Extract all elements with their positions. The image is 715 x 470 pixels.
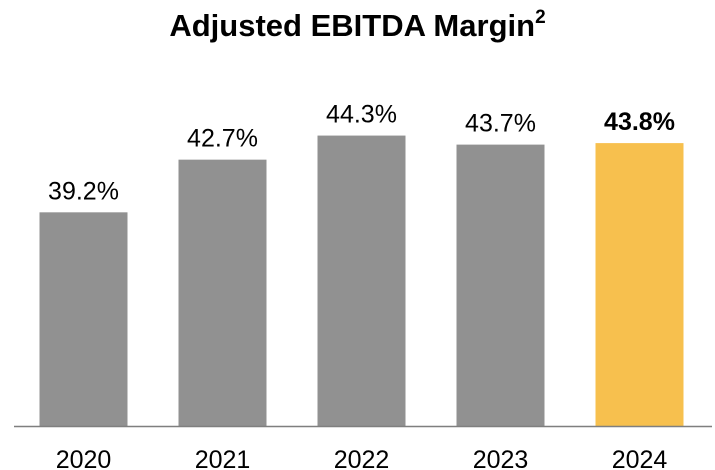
value-label-2024: 43.8% xyxy=(604,108,675,136)
chart-title-text: Adjusted EBITDA Margin xyxy=(169,8,536,43)
bar-2023 xyxy=(456,144,545,426)
x-tick-label-2023: 2023 xyxy=(473,446,529,470)
value-label-2023: 43.7% xyxy=(465,110,536,138)
bar-2021 xyxy=(178,159,267,426)
x-tick-label-2020: 2020 xyxy=(56,446,112,470)
x-tick-label-2021: 2021 xyxy=(195,446,251,470)
bar-2020 xyxy=(39,212,128,426)
x-tick-label-2022: 2022 xyxy=(334,446,390,470)
chart-title: Adjusted EBITDA Margin2 xyxy=(0,6,715,44)
value-label-2020: 39.2% xyxy=(48,177,119,205)
value-label-2022: 44.3% xyxy=(326,101,397,129)
chart-title-footnote: 2 xyxy=(535,6,546,28)
bar-2024 xyxy=(595,143,684,426)
value-label-2021: 42.7% xyxy=(187,125,258,153)
x-tick-labels: 2020 2021 2022 2023 2024 xyxy=(56,446,668,470)
bar-2022 xyxy=(317,135,406,427)
x-tick-label-2024: 2024 xyxy=(612,446,668,470)
bars-layer xyxy=(39,135,684,427)
value-labels-layer: 39.2% 42.7% 44.3% 43.7% 43.8% xyxy=(48,101,675,206)
